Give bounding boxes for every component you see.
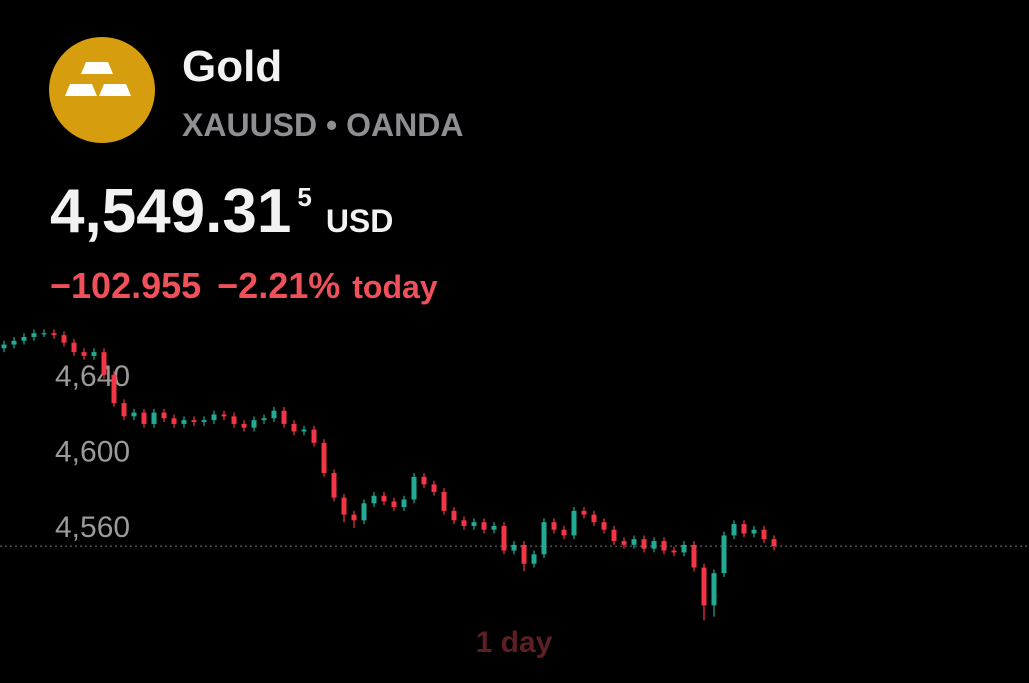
candle-body [751,529,757,534]
period: today [352,269,438,305]
candle-body [601,522,607,530]
candle-body [541,522,547,555]
candle-body [631,539,637,545]
candle-body [491,525,497,530]
timeframe-button[interactable]: 1 day [476,626,553,659]
candle-body [191,420,197,423]
candle-body [731,524,737,536]
candle-body [361,503,367,521]
candle-body [111,374,117,404]
candle-body [661,541,667,551]
candle-body [211,414,217,421]
candle-body [441,491,447,511]
candle-body [651,541,657,549]
candle-body [71,342,77,353]
candle-body [11,340,17,345]
candle-body [341,497,347,515]
candle-body [371,495,377,504]
candle-body [421,476,427,485]
candle-body [571,510,577,536]
price-last-digit: 5 [297,182,311,212]
candle-body [391,501,397,508]
candle-body [151,412,157,424]
symbol-line: XAUUSD • OANDA [182,107,463,143]
candle-body [711,573,717,606]
candle-body [681,544,687,553]
candle-body [221,414,227,417]
candle-body [411,476,417,500]
candle-body [161,412,167,419]
candle-body [91,352,97,356]
candle-body [171,418,177,424]
candle-body [771,539,777,547]
candle-body [471,522,477,526]
candle-body [121,403,127,417]
change: −102.955 [50,265,201,306]
candle-body [501,525,507,551]
candle-body [81,352,87,356]
candle-body [61,335,67,343]
candle-body [481,522,487,530]
currency: USD [326,203,394,239]
candle-body [591,514,597,523]
change-percent: −2.21% [217,265,340,306]
candle-body [511,544,517,551]
candle-body [461,520,467,526]
candle-body [181,420,187,424]
candle-body [1,344,7,349]
candle-body [321,442,327,474]
candle-body [21,337,27,341]
candle-body [31,333,37,338]
candle-body [761,529,767,540]
y-tick-label: 4,600 [55,435,130,468]
candle-body [141,412,147,424]
change-line: −102.955 −2.21% today [50,265,438,306]
candle-body [261,418,267,421]
candle-body [311,429,317,443]
candle-body [581,510,587,515]
candle-body [251,420,257,428]
candle-body [521,544,527,564]
candle-body [131,412,137,417]
candle-body [351,514,357,521]
candle-body [271,410,277,419]
candle-body [101,352,107,375]
candle-body [671,550,677,553]
candle-body [691,544,697,568]
candle-body [641,539,647,549]
candle-body [301,429,307,432]
candle-body [201,420,207,423]
candle-body [431,484,437,492]
candle-body [401,499,407,508]
candle-body [561,529,567,536]
candle-body [231,416,237,424]
candle-body [701,567,707,606]
candle-body [551,522,557,530]
asset-name: Gold [182,42,282,91]
price: 4,549.31 5 USD [50,177,393,246]
candle-body [41,333,47,335]
candle-body [331,473,337,498]
candle-body [281,410,287,424]
price-main: 4,549.31 [50,177,291,246]
y-tick-label: 4,640 [55,360,130,393]
candle-body [531,554,537,564]
candle-body [621,541,627,545]
candle-body [721,535,727,574]
candle-body [381,495,387,502]
y-tick-label: 4,560 [55,511,130,544]
chart: 4,640 4,600 4,560 [0,329,1029,621]
candle-body [241,423,247,428]
candle-body [291,423,297,432]
candle-body [611,529,617,542]
gold-icon [49,37,155,143]
candle-body [51,333,57,336]
candle-body [741,524,747,534]
candle-body [451,510,457,521]
